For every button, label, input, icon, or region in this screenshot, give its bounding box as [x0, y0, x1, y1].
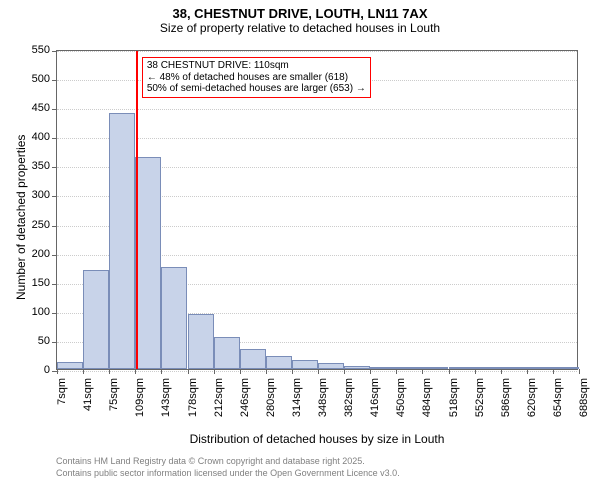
xtick-mark	[449, 369, 450, 374]
chart-subtitle: Size of property relative to detached ho…	[0, 21, 600, 39]
histogram-bar	[188, 314, 214, 369]
ytick-label: 0	[22, 364, 50, 376]
ytick-mark	[52, 167, 57, 168]
histogram-bar	[266, 356, 292, 369]
ytick-label: 50	[22, 335, 50, 347]
ytick-mark	[52, 255, 57, 256]
xtick-label: 484sqm	[421, 378, 433, 428]
ytick-label: 250	[22, 219, 50, 231]
xtick-mark	[396, 369, 397, 374]
histogram-bar	[161, 267, 187, 369]
ytick-mark	[52, 226, 57, 227]
plot-area: 38 CHESTNUT DRIVE: 110sqm← 48% of detach…	[56, 50, 578, 370]
xtick-mark	[344, 369, 345, 374]
annotation-line: 50% of semi-detached houses are larger (…	[147, 83, 366, 95]
xtick-mark	[553, 369, 554, 374]
xtick-mark	[266, 369, 267, 374]
xtick-mark	[83, 369, 84, 374]
xtick-mark	[318, 369, 319, 374]
annotation-line: 38 CHESTNUT DRIVE: 110sqm	[147, 60, 366, 72]
ytick-label: 500	[22, 73, 50, 85]
histogram-bar	[422, 367, 448, 369]
histogram-bar	[396, 367, 422, 369]
xtick-label: 143sqm	[160, 378, 172, 428]
annotation-line: ← 48% of detached houses are smaller (61…	[147, 72, 366, 84]
xtick-mark	[579, 369, 580, 374]
ytick-mark	[52, 342, 57, 343]
xtick-label: 620sqm	[526, 378, 538, 428]
histogram-bar	[292, 360, 318, 369]
xtick-label: 178sqm	[187, 378, 199, 428]
xtick-mark	[370, 369, 371, 374]
xtick-mark	[422, 369, 423, 374]
xtick-label: 246sqm	[239, 378, 251, 428]
xtick-label: 382sqm	[343, 378, 355, 428]
xtick-label: 518sqm	[448, 378, 460, 428]
ytick-label: 400	[22, 131, 50, 143]
xtick-label: 109sqm	[134, 378, 146, 428]
xtick-mark	[501, 369, 502, 374]
ytick-label: 550	[22, 44, 50, 56]
xtick-label: 552sqm	[474, 378, 486, 428]
ytick-label: 200	[22, 248, 50, 260]
ytick-mark	[52, 196, 57, 197]
ytick-label: 100	[22, 306, 50, 318]
xtick-mark	[475, 369, 476, 374]
histogram-bar	[501, 367, 527, 369]
ytick-mark	[52, 109, 57, 110]
annotation-box: 38 CHESTNUT DRIVE: 110sqm← 48% of detach…	[142, 57, 371, 98]
xtick-label: 75sqm	[108, 378, 120, 428]
xtick-mark	[57, 369, 58, 374]
histogram-bar	[135, 157, 161, 369]
footnote-line-2: Contains public sector information licen…	[56, 468, 400, 478]
xtick-mark	[240, 369, 241, 374]
ytick-label: 300	[22, 189, 50, 201]
histogram-bar	[83, 270, 109, 369]
histogram-bar	[553, 367, 579, 369]
xtick-mark	[188, 369, 189, 374]
histogram-bar	[475, 367, 501, 369]
ytick-label: 350	[22, 160, 50, 172]
histogram-chart: 38, CHESTNUT DRIVE, LOUTH, LN11 7AX Size…	[0, 0, 600, 500]
histogram-bar	[370, 367, 396, 369]
histogram-bar	[449, 367, 475, 369]
histogram-bar	[527, 367, 553, 369]
xtick-label: 314sqm	[291, 378, 303, 428]
histogram-bar	[214, 337, 240, 369]
ytick-mark	[52, 51, 57, 52]
ytick-label: 450	[22, 102, 50, 114]
xtick-label: 41sqm	[82, 378, 94, 428]
xtick-mark	[135, 369, 136, 374]
xtick-mark	[214, 369, 215, 374]
xtick-label: 688sqm	[578, 378, 590, 428]
xtick-label: 212sqm	[213, 378, 225, 428]
footnote-line-1: Contains HM Land Registry data © Crown c…	[56, 456, 365, 466]
histogram-bar	[240, 349, 266, 369]
xtick-label: 7sqm	[56, 378, 68, 428]
xtick-label: 586sqm	[500, 378, 512, 428]
xtick-mark	[109, 369, 110, 374]
ytick-mark	[52, 313, 57, 314]
x-axis-label: Distribution of detached houses by size …	[56, 432, 578, 446]
xtick-mark	[292, 369, 293, 374]
xtick-label: 348sqm	[317, 378, 329, 428]
histogram-bar	[318, 363, 344, 369]
xtick-mark	[161, 369, 162, 374]
ytick-mark	[52, 80, 57, 81]
xtick-mark	[527, 369, 528, 374]
xtick-label: 416sqm	[369, 378, 381, 428]
xtick-label: 654sqm	[552, 378, 564, 428]
ytick-label: 150	[22, 277, 50, 289]
ytick-mark	[52, 138, 57, 139]
reference-line	[136, 51, 138, 369]
histogram-bar	[57, 362, 83, 369]
histogram-bar	[109, 113, 135, 369]
histogram-bar	[344, 366, 370, 369]
chart-title: 38, CHESTNUT DRIVE, LOUTH, LN11 7AX	[0, 0, 600, 21]
xtick-label: 280sqm	[265, 378, 277, 428]
xtick-label: 450sqm	[395, 378, 407, 428]
ytick-mark	[52, 284, 57, 285]
